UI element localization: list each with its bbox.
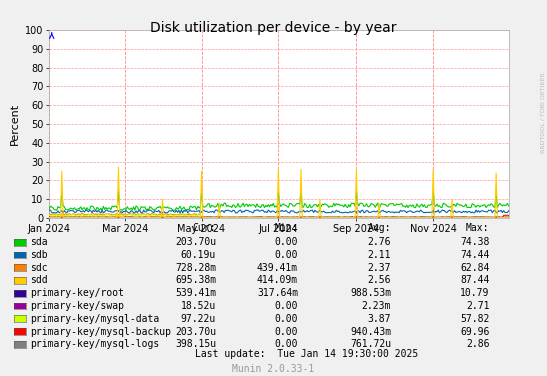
Text: 0.00: 0.00 — [275, 327, 298, 337]
Text: Cur:: Cur: — [193, 223, 216, 233]
Text: 60.19u: 60.19u — [181, 250, 216, 260]
Text: 0.00: 0.00 — [275, 301, 298, 311]
Text: sdc: sdc — [30, 263, 48, 273]
Text: primary-key/swap: primary-key/swap — [30, 301, 124, 311]
Text: 0.00: 0.00 — [275, 314, 298, 324]
Text: primary-key/mysql-logs: primary-key/mysql-logs — [30, 340, 159, 349]
Text: 87.44: 87.44 — [460, 276, 490, 285]
Text: 74.44: 74.44 — [460, 250, 490, 260]
Text: 2.11: 2.11 — [368, 250, 391, 260]
Text: 0.00: 0.00 — [275, 250, 298, 260]
Text: 2.71: 2.71 — [466, 301, 490, 311]
Text: 398.15u: 398.15u — [175, 340, 216, 349]
Text: 0.00: 0.00 — [275, 237, 298, 247]
Text: 414.09m: 414.09m — [257, 276, 298, 285]
Text: 728.28m: 728.28m — [175, 263, 216, 273]
Text: 203.70u: 203.70u — [175, 237, 216, 247]
Text: sda: sda — [30, 237, 48, 247]
Text: 2.86: 2.86 — [466, 340, 490, 349]
Text: Min:: Min: — [275, 223, 298, 233]
Text: Munin 2.0.33-1: Munin 2.0.33-1 — [232, 364, 315, 374]
Text: 69.96: 69.96 — [460, 327, 490, 337]
Text: 439.41m: 439.41m — [257, 263, 298, 273]
Text: 10.79: 10.79 — [460, 288, 490, 298]
Text: Avg:: Avg: — [368, 223, 391, 233]
Text: 2.37: 2.37 — [368, 263, 391, 273]
Text: 317.64m: 317.64m — [257, 288, 298, 298]
Text: 940.43m: 940.43m — [350, 327, 391, 337]
Text: 62.84: 62.84 — [460, 263, 490, 273]
Text: 695.38m: 695.38m — [175, 276, 216, 285]
Text: sdd: sdd — [30, 276, 48, 285]
Text: 18.52u: 18.52u — [181, 301, 216, 311]
Text: 0.00: 0.00 — [275, 340, 298, 349]
Text: primary-key/mysql-backup: primary-key/mysql-backup — [30, 327, 171, 337]
Y-axis label: Percent: Percent — [10, 103, 20, 145]
Text: 2.76: 2.76 — [368, 237, 391, 247]
Text: 988.53m: 988.53m — [350, 288, 391, 298]
Text: primary-key/mysql-data: primary-key/mysql-data — [30, 314, 159, 324]
Text: 2.23m: 2.23m — [362, 301, 391, 311]
Text: 3.87: 3.87 — [368, 314, 391, 324]
Text: 539.41m: 539.41m — [175, 288, 216, 298]
Text: sdb: sdb — [30, 250, 48, 260]
Text: RRDTOOL / TOBI OETIKER: RRDTOOL / TOBI OETIKER — [541, 73, 546, 153]
Text: 74.38: 74.38 — [460, 237, 490, 247]
Text: 97.22u: 97.22u — [181, 314, 216, 324]
Text: 2.56: 2.56 — [368, 276, 391, 285]
Text: Last update:  Tue Jan 14 19:30:00 2025: Last update: Tue Jan 14 19:30:00 2025 — [195, 349, 418, 359]
Text: 761.72u: 761.72u — [350, 340, 391, 349]
Text: 57.82: 57.82 — [460, 314, 490, 324]
Text: Disk utilization per device - by year: Disk utilization per device - by year — [150, 21, 397, 35]
Text: primary-key/root: primary-key/root — [30, 288, 124, 298]
Text: Max:: Max: — [466, 223, 490, 233]
Text: 203.70u: 203.70u — [175, 327, 216, 337]
